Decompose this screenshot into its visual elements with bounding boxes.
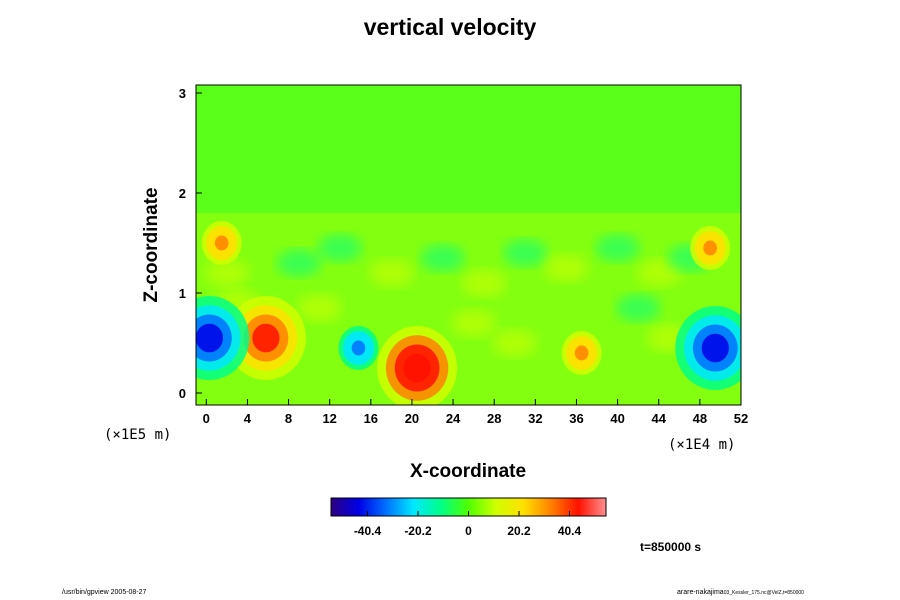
turbulence-patch — [204, 259, 249, 287]
x-axis-ticks: 0 4 8 12 16 20 24 28 32 36 40 44 48 52 — [203, 399, 748, 426]
x-scale-label: (×1E4 m) — [668, 437, 735, 453]
turbulence-patch — [461, 269, 506, 297]
turbulence-patch — [297, 294, 342, 322]
y-scale-label: (×1E5 m) — [104, 427, 171, 443]
velocity-feature — [561, 331, 602, 375]
x-tick-label: 20 — [405, 411, 419, 426]
feature-contour — [252, 323, 280, 353]
velocity-feature — [675, 306, 741, 390]
feature-contour — [214, 235, 229, 251]
colorbar-tick-label: -40.4 — [354, 524, 382, 538]
velocity-feature — [225, 296, 306, 380]
feature-contour — [351, 340, 366, 356]
turbulence-patch — [369, 259, 414, 287]
y-tick-label: 2 — [179, 186, 186, 201]
velocity-feature — [690, 226, 731, 270]
feature-contour — [703, 240, 717, 256]
feature-contour — [403, 353, 431, 383]
x-tick-label: 44 — [652, 411, 667, 426]
velocity-feature — [338, 326, 379, 370]
turbulence-patch — [503, 239, 548, 267]
x-tick-label: 4 — [244, 411, 252, 426]
y-tick-label: 0 — [179, 386, 186, 401]
x-tick-label: 48 — [693, 411, 707, 426]
x-tick-label: 0 — [203, 411, 210, 426]
footer-right-main: arare-nakajima — [677, 589, 724, 596]
footer-right: arare-nakajima03_Kessler_175.nc@VelZ,t=8… — [677, 589, 804, 596]
x-tick-label: 16 — [364, 411, 378, 426]
chart-title: vertical velocity — [363, 14, 537, 40]
footer-left: /usr/bin/gpview 2005-08-27 — [62, 589, 147, 596]
turbulence-patch — [616, 294, 661, 322]
x-tick-label: 24 — [446, 411, 461, 426]
turbulence-patch — [544, 254, 589, 282]
colorbar-tick-label: -20.2 — [404, 524, 432, 538]
y-tick-label: 3 — [179, 86, 186, 101]
y-tick-label: 1 — [179, 286, 186, 301]
x-tick-label: 32 — [528, 411, 542, 426]
colorbar-tick-label: 0 — [465, 524, 472, 538]
colorbar-tick-label: 40.4 — [558, 524, 582, 538]
y-axis-ticks: 0 1 2 3 — [179, 86, 202, 401]
velocity-feature — [196, 296, 250, 380]
x-tick-label: 40 — [610, 411, 624, 426]
feature-contour — [574, 345, 589, 361]
colorbar-tick-label: 20.2 — [507, 524, 531, 538]
x-tick-label: 52 — [734, 411, 748, 426]
x-tick-label: 8 — [285, 411, 292, 426]
turbulence-patch — [595, 234, 640, 262]
feature-contour — [701, 333, 729, 363]
turbulence-patch — [492, 329, 537, 357]
turbulence-patch — [420, 244, 465, 272]
feature-contour — [196, 323, 223, 353]
velocity-features — [196, 221, 741, 405]
x-axis-label: X-coordinate — [410, 461, 526, 482]
x-tick-label: 12 — [322, 411, 336, 426]
footer-right-small: 03_Kessler_175.nc@VelZ,t=850000 — [723, 590, 804, 596]
time-label: t=850000 s — [640, 540, 702, 554]
turbulence-patch — [636, 259, 681, 287]
turbulence-patch — [276, 249, 321, 277]
plot-frame — [195, 84, 742, 406]
y-axis-label: Z-coordinate — [141, 187, 162, 302]
turbulence-patch — [317, 234, 362, 262]
colorbar-ticks: -40.4 -20.2 0 20.2 40.4 — [354, 511, 582, 538]
x-tick-label: 36 — [569, 411, 583, 426]
velocity-feature — [201, 221, 242, 265]
velocity-feature — [377, 326, 458, 405]
turbulence-patch — [451, 309, 496, 337]
x-tick-label: 28 — [487, 411, 501, 426]
